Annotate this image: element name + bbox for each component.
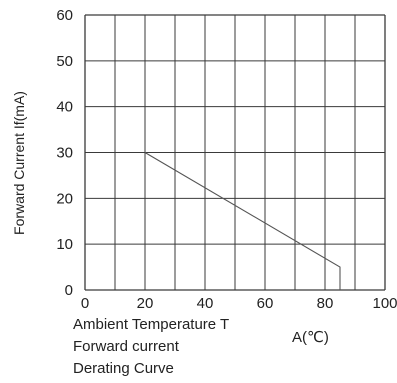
- y-tick-label: 60: [56, 7, 73, 24]
- x-tick-label: 40: [197, 295, 214, 312]
- y-axis-label: Forward Current If(mA): [11, 91, 27, 235]
- x-tick-labels: 0 20 40 60 80 100: [81, 295, 397, 312]
- y-tick-label: 30: [56, 145, 73, 162]
- y-tick-label: 20: [56, 190, 73, 207]
- caption-line-2: Derating Curve: [73, 360, 174, 377]
- y-tick-label: 0: [65, 282, 73, 299]
- series-layer: [144, 152, 341, 290]
- grid: [84, 14, 386, 291]
- y-tick-labels: 0 10 20 30 40 50 60: [56, 7, 73, 299]
- x-tick-label: 0: [81, 295, 89, 312]
- x-tick-label: 80: [317, 295, 334, 312]
- y-tick-label: 10: [56, 236, 73, 253]
- caption-line-1: Forward current: [73, 338, 179, 355]
- x-tick-label: 60: [257, 295, 274, 312]
- x-tick-label: 100: [372, 295, 397, 312]
- x-tick-label: 20: [137, 295, 154, 312]
- derating-curve-line: [144, 152, 341, 290]
- x-axis-label: Ambient Temperature T: [73, 316, 230, 333]
- x-axis-unit: A(℃): [292, 329, 329, 346]
- y-tick-label: 40: [56, 99, 73, 116]
- y-tick-label: 50: [56, 53, 73, 70]
